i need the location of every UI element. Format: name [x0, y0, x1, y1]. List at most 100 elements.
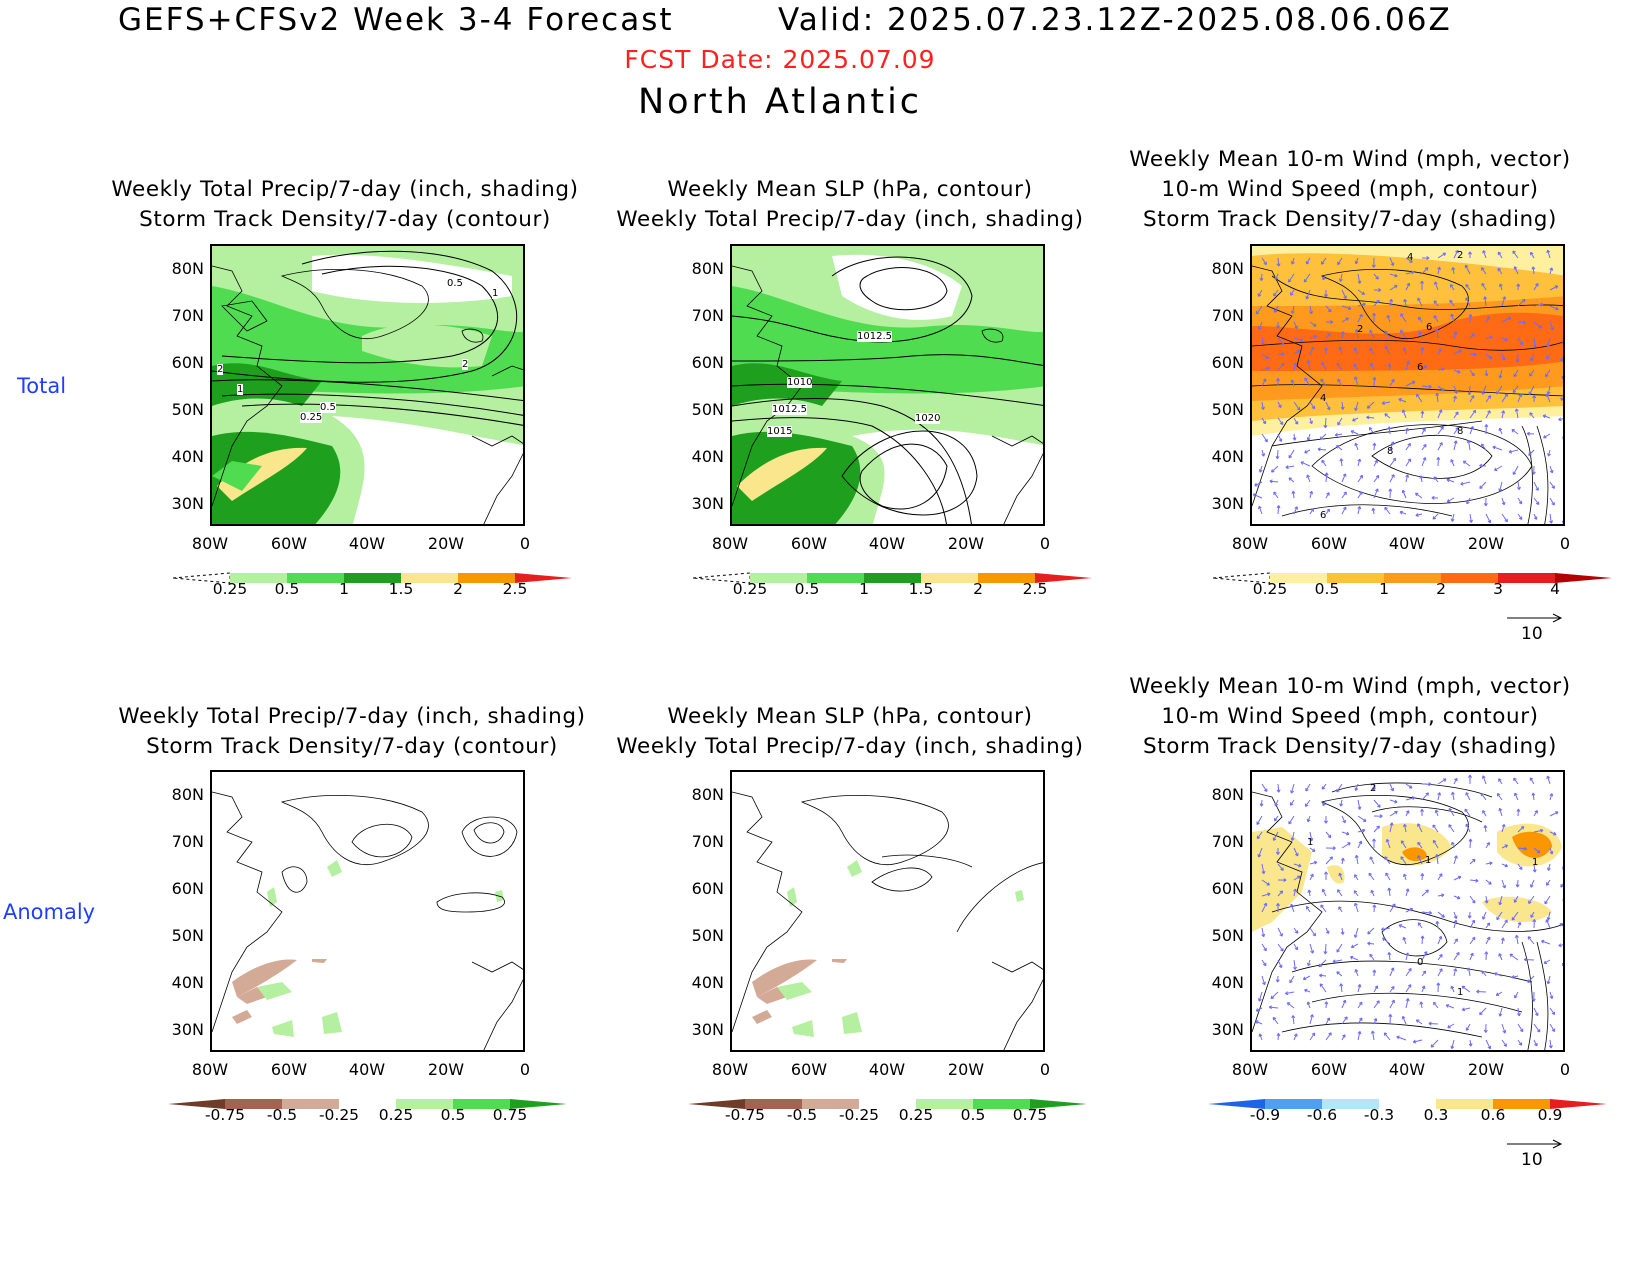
wind-vector [1354, 874, 1359, 881]
colorbar-label: -0.9 [1249, 1106, 1281, 1124]
wind-vector [1437, 367, 1445, 372]
wind-vector [1309, 927, 1316, 937]
wind-vector [1321, 361, 1327, 371]
colorbar-swatch [802, 1099, 859, 1109]
colorbar-label: 0.25 [732, 580, 768, 598]
wind-vector [1437, 409, 1443, 419]
wind-vector [1252, 493, 1263, 499]
wind-vector [1306, 1001, 1311, 1009]
wind-vector [1436, 982, 1441, 993]
wind-vector [1337, 378, 1343, 387]
wind-vector [1261, 959, 1267, 967]
lon-tick-label: 40W [348, 534, 386, 553]
wind-vector [1501, 1023, 1507, 1034]
wind-vector [1373, 1018, 1378, 1025]
wind-vector [1532, 919, 1537, 929]
map-wind-total-svg [1252, 246, 1563, 524]
colorbar-swatch [458, 573, 515, 583]
wind-vector [1293, 943, 1298, 951]
lon-tick-label: 20W [1467, 1060, 1505, 1079]
panel-title-precip-total: Weekly Total Precip/7-day (inch, shading… [65, 175, 625, 235]
wind-vector [1389, 799, 1398, 804]
wind-vector [1290, 379, 1295, 387]
wind-vector [1561, 375, 1563, 380]
wind-vector [1453, 411, 1459, 419]
colorbar-swatch [864, 573, 921, 583]
wind-vector [1418, 316, 1423, 323]
wind-vector [1405, 257, 1413, 263]
wind-vector [1320, 257, 1327, 265]
wind-vector [1530, 251, 1535, 259]
contour-label: 6 [1417, 362, 1424, 373]
wind-vector [1400, 313, 1407, 323]
wind-vector [1469, 858, 1476, 865]
colorbar-label: 3 [1493, 580, 1503, 598]
wind-vector [1389, 378, 1395, 387]
wind-vector [1464, 264, 1471, 275]
wind-vector [1533, 302, 1544, 307]
wind-vector [1401, 1015, 1407, 1025]
lat-tick-label: 30N [171, 1020, 204, 1039]
wind-vector [1517, 921, 1522, 929]
wind-vector [1305, 257, 1311, 265]
wind-vector [1305, 289, 1311, 300]
wind-vector [1405, 282, 1411, 291]
contour-label: 0.5 [320, 402, 336, 413]
wind-vector [1453, 895, 1461, 900]
wind-vector [1468, 314, 1473, 323]
colorbar-slp-anom: -0.75 -0.5 -0.25 0.25 0.5 0.75 [688, 1096, 1107, 1124]
wind-vector [1370, 889, 1375, 897]
wind-vector [1370, 1030, 1375, 1041]
wind-vector [1517, 863, 1523, 870]
wind-vector [1309, 417, 1313, 425]
wind-vector [1293, 875, 1301, 881]
wind-vector [1501, 513, 1508, 523]
wind-vector [1309, 321, 1317, 327]
wind-vector [1382, 937, 1391, 945]
wind-vector [1354, 783, 1359, 791]
wind-vector [1517, 513, 1523, 520]
wind-vector [1562, 899, 1563, 903]
colorbar-swatch [1030, 1099, 1087, 1109]
wind-vector [1430, 1039, 1439, 1048]
wind-vector [1389, 474, 1395, 483]
title-line: Weekly Total Precip/7-day (inch, shading… [616, 734, 1084, 759]
wind-vector [1432, 824, 1439, 833]
panel-title-slp-total: Weekly Mean SLP (hPa, contour) Weekly To… [570, 175, 1130, 235]
wind-vector [1354, 854, 1359, 865]
wind-vector [1339, 458, 1344, 467]
colorbar-swatch [510, 1099, 567, 1109]
wind-vector [1479, 463, 1487, 468]
wind-vector [1414, 492, 1423, 499]
wind-vector [1405, 270, 1415, 275]
wind-vector [1450, 459, 1455, 467]
wind-vector [1562, 866, 1563, 870]
map-precip-total: 0.5 1 2 2 1 0.5 0.25 [210, 244, 525, 526]
wind-vector [1562, 520, 1563, 524]
wind-vector [1421, 970, 1427, 977]
wind-vector [1420, 873, 1425, 881]
wind-vector [1450, 1039, 1455, 1050]
wind-vector [1498, 369, 1503, 379]
wind-vector [1255, 1020, 1263, 1025]
wind-vector [1485, 410, 1491, 419]
wind-vector [1421, 951, 1428, 961]
wind-vector [1354, 902, 1359, 913]
wind-vector [1450, 985, 1455, 993]
wind-vector [1273, 289, 1279, 297]
wind-vector [1496, 911, 1503, 921]
wind-vector [1496, 385, 1503, 395]
wind-vector [1303, 273, 1311, 283]
wind-vector [1293, 863, 1302, 868]
wind-vector [1306, 360, 1311, 371]
wind-vector [1531, 465, 1536, 475]
wind-vector [1384, 330, 1391, 339]
panel-title-slp-anom: Weekly Mean SLP (hPa, contour) Weekly To… [570, 702, 1130, 762]
wind-vector [1435, 392, 1440, 403]
wind-vector [1469, 936, 1476, 945]
wind-vector [1255, 1007, 1263, 1012]
wind-vector [1421, 792, 1429, 801]
wind-vector [1515, 879, 1520, 888]
wind-vector [1501, 879, 1507, 889]
wind-vector [1515, 353, 1520, 363]
